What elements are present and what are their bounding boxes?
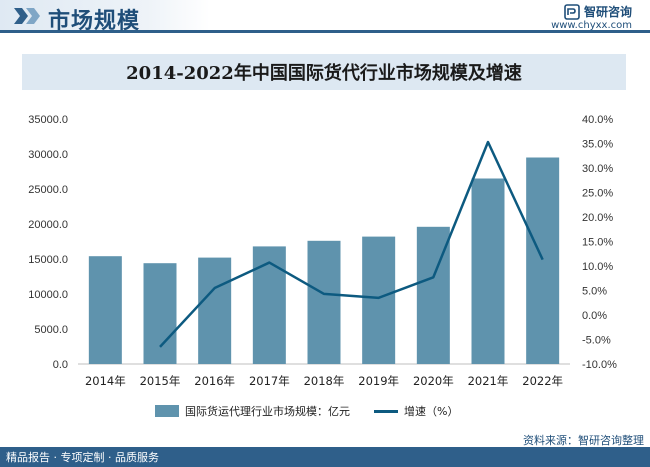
brand: 智研咨询 www.chyxx.com (551, 3, 632, 31)
right-tick-label: 35.0% (582, 139, 613, 151)
right-tick-label: 30.0% (582, 163, 613, 175)
bar (198, 257, 232, 364)
left-tick-label: 35000.0 (28, 114, 68, 126)
right-axis-ticks: -10.0% -5.0% 0.0% 5.0% 10.0% 15.0% 20.0% 25.0% 3… (582, 114, 617, 371)
bar (526, 157, 560, 364)
right-tick-label: 20.0% (582, 212, 613, 224)
right-tick-label: 25.0% (582, 188, 613, 200)
x-tick-label: 2014年 (85, 374, 126, 388)
right-tick-label: 15.0% (582, 237, 613, 249)
left-tick-label: 5000.0 (34, 324, 68, 336)
x-tick-label: 2022年 (522, 374, 563, 388)
section-title: 市场规模 (48, 9, 141, 34)
left-tick-label: 10000.0 (28, 289, 68, 301)
header: 市场规模 智研咨询 www.chyxx.com (0, 0, 650, 40)
chart-title: 2014-2022年中国国际货代行业市场规模及增速 (126, 63, 522, 84)
brand-name: 智研咨询 (583, 5, 632, 19)
header-rule (0, 30, 650, 33)
footer-bar: 精品报告 · 专项定制 · 品质服务 (0, 447, 650, 467)
x-tick-label: 2021年 (468, 374, 509, 388)
legend-bar-swatch (155, 405, 179, 417)
bar (143, 263, 177, 364)
bar (471, 178, 505, 364)
x-tick-label: 2017年 (249, 374, 290, 388)
brand-url: www.chyxx.com (551, 20, 632, 31)
left-tick-label: 25000.0 (28, 184, 68, 196)
x-tick-label: 2016年 (194, 374, 235, 388)
legend-line-swatch (374, 409, 398, 413)
chevron-mark-icon (14, 8, 40, 24)
bar (88, 256, 122, 364)
right-tick-label: -10.0% (582, 359, 617, 371)
right-tick-label: 5.0% (582, 286, 607, 298)
legend-item-line: 增速（%） (374, 403, 458, 419)
bar-series (88, 157, 560, 364)
left-tick-label: 20000.0 (28, 219, 68, 231)
legend-line-label: 增速（%） (404, 405, 459, 418)
x-tick-label: 2020年 (413, 374, 454, 388)
left-tick-label: 0.0 (53, 359, 68, 371)
bar (252, 246, 286, 364)
left-tick-label: 15000.0 (28, 254, 68, 266)
footer-tagline: 精品报告 · 专项定制 · 品质服务 (6, 451, 159, 464)
legend: 国际货运代理行业市场规模：亿元 增速（%） (155, 403, 458, 419)
line-series (159, 140, 544, 348)
x-tick-label: 2018年 (304, 374, 345, 388)
bar (307, 240, 341, 364)
legend-bar-label: 国际货运代理行业市场规模：亿元 (185, 405, 350, 418)
bar (362, 236, 396, 364)
growth-line (159, 140, 544, 348)
source-note: 资料来源：智研咨询整理 (523, 434, 644, 447)
legend-item-bar: 国际货运代理行业市场规模：亿元 (155, 403, 350, 419)
chart-area: 0.0 5000.0 10000.0 15000.0 20000.0 25000.0 300… (28, 114, 617, 388)
chart-title-band: 2014-2022年中国国际货代行业市场规模及增速 (22, 54, 626, 90)
left-axis-ticks: 0.0 5000.0 10000.0 15000.0 20000.0 25000.0 300… (28, 114, 68, 371)
x-tick-label: 2019年 (358, 374, 399, 388)
right-tick-label: 10.0% (582, 261, 613, 273)
x-axis-labels: 2014年 2015年 2016年 2017年 2018年 2019年 2020年 2021年… (85, 374, 563, 388)
x-tick-label: 2015年 (140, 374, 181, 388)
brand-logo-icon (564, 3, 580, 20)
right-tick-label: -5.0% (582, 335, 611, 347)
right-tick-label: 0.0% (582, 310, 607, 322)
left-tick-label: 30000.0 (28, 149, 68, 161)
right-tick-label: 40.0% (582, 114, 613, 126)
